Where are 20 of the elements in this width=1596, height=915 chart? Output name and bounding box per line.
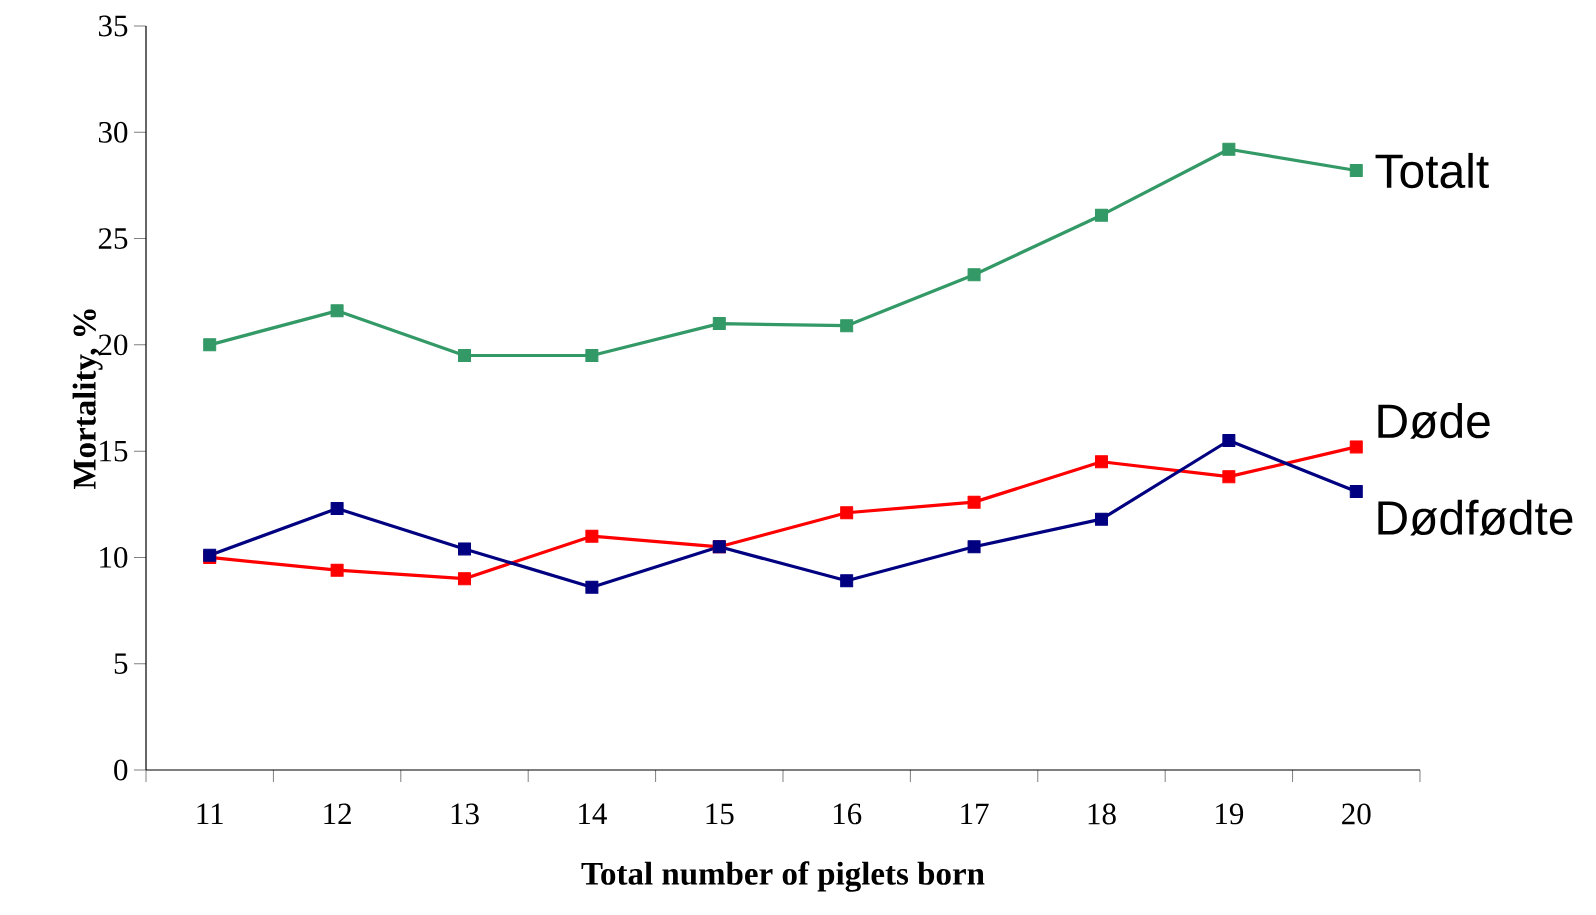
x-tick-label: 14: [579, 803, 607, 824]
x-tick-label: 11: [197, 803, 223, 824]
x-tick-label: 19: [1216, 803, 1244, 825]
x-axis-title: Total number of piglets born: [581, 861, 985, 892]
x-tick-label: 20: [1342, 803, 1371, 825]
x-tick-label: 12: [324, 803, 351, 825]
x-tick-label: 18: [1088, 803, 1116, 825]
series-label: Døde: [1378, 403, 1490, 439]
y-tick-label: 25: [98, 228, 128, 249]
y-tick-label: 35: [98, 15, 128, 37]
series-label: Dødfødte: [1378, 499, 1573, 536]
y-tick-label: 0: [114, 759, 128, 781]
x-tick-label: 17: [961, 803, 989, 824]
y-tick-label: 5: [114, 653, 128, 674]
y-tick-label: 30: [98, 121, 128, 143]
x-tick-label: 16: [833, 803, 862, 825]
x-tick-label: 13: [451, 803, 479, 825]
series-label: Totalt: [1375, 152, 1489, 189]
y-tick-label: 10: [100, 546, 128, 568]
x-tick-label: 15: [706, 803, 734, 825]
